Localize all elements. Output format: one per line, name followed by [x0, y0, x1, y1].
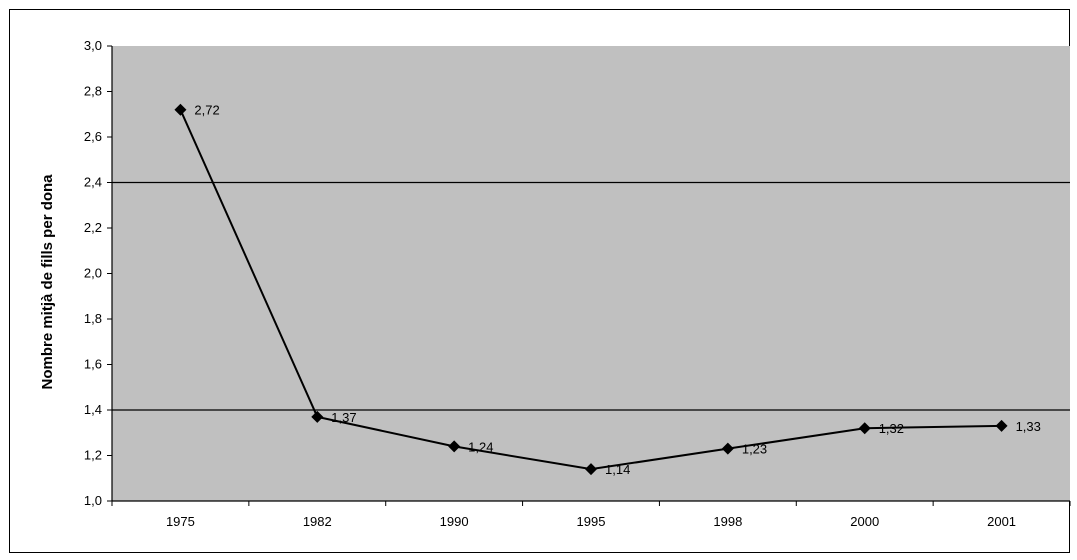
x-tick-label: 1995	[577, 514, 606, 529]
x-tick-label: 1982	[303, 514, 332, 529]
x-tick-label: 2001	[987, 514, 1016, 529]
y-tick-label: 2,2	[84, 220, 102, 235]
data-label: 1,24	[468, 439, 493, 454]
y-tick-label: 2,0	[84, 266, 102, 281]
data-point-marker	[721, 442, 734, 455]
y-tick-label: 1,4	[84, 402, 102, 417]
series-group	[174, 103, 1008, 476]
data-point-marker	[858, 422, 871, 435]
data-point-marker	[995, 419, 1008, 432]
data-labels: 2,72 1,37 1,24 1,14 1,23 1,32 1,33	[194, 103, 1040, 477]
y-tick-label: 2,8	[84, 84, 102, 99]
data-point-marker	[174, 103, 187, 116]
y-tick-label: 1,6	[84, 357, 102, 372]
data-label: 1,32	[879, 421, 904, 436]
data-label: 2,72	[194, 103, 219, 118]
y-tick-label: 3,0	[84, 38, 102, 53]
x-tick-label: 1975	[166, 514, 195, 529]
y-tick-label: 2,4	[84, 175, 102, 190]
y-tick-label: 1,8	[84, 311, 102, 326]
y-tick-label: 2,6	[84, 129, 102, 144]
data-label: 1,14	[605, 462, 630, 477]
data-point-marker	[448, 440, 461, 453]
x-axis-ticks: 1975 1982 1990 1995 1998 2000 2001	[111, 501, 1071, 529]
data-label: 1,37	[331, 410, 356, 425]
data-label: 1,23	[742, 442, 767, 457]
x-tick-label: 2000	[850, 514, 879, 529]
y-tick-label: 1,0	[84, 493, 102, 508]
data-point-marker	[311, 410, 324, 423]
y-tick-label: 1,2	[84, 448, 102, 463]
plot-area	[112, 46, 1070, 501]
y-axis-title: Nombre mitjà de fills per dona	[39, 174, 56, 390]
data-label: 1,33	[1016, 419, 1041, 434]
gridlines	[112, 181, 1070, 411]
x-tick-label: 1990	[440, 514, 469, 529]
data-point-marker	[585, 463, 597, 476]
x-tick-label: 1998	[713, 514, 742, 529]
y-axis-ticks: 1,0 1,2 1,4 1,6 1,8 2,0 2,2 2,4 2,6 2,8 3,0	[84, 38, 112, 508]
